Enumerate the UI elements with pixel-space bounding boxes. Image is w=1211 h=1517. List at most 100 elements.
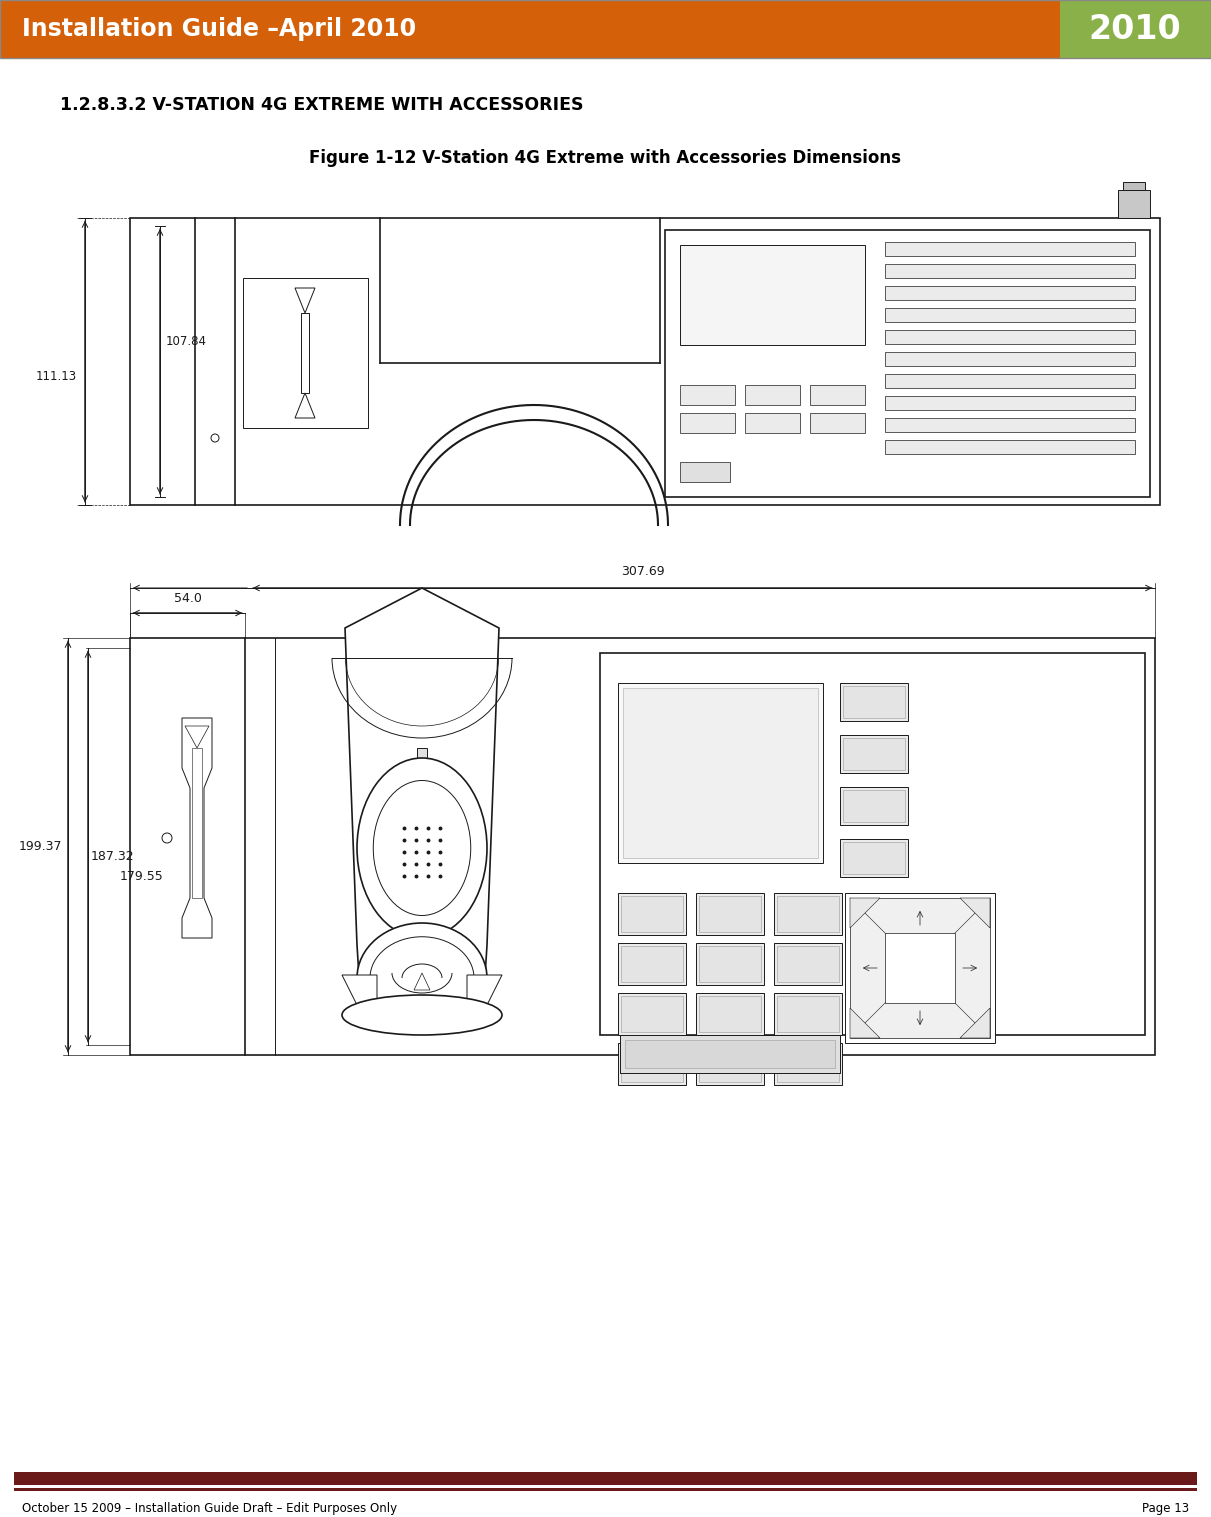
Bar — [621, 897, 683, 931]
Bar — [1123, 182, 1144, 190]
Bar — [621, 947, 683, 981]
Bar — [302, 313, 309, 393]
Text: Installation Guide –April 2010: Installation Guide –April 2010 — [22, 17, 417, 41]
Bar — [699, 997, 761, 1032]
Bar — [745, 385, 800, 405]
Bar — [850, 898, 991, 1038]
Bar — [681, 413, 735, 432]
Bar — [885, 375, 1135, 388]
Bar — [618, 894, 685, 934]
Bar — [193, 748, 202, 898]
Bar — [699, 1047, 761, 1082]
Polygon shape — [345, 589, 499, 1025]
Bar — [774, 894, 842, 934]
Bar — [0, 0, 1211, 58]
Polygon shape — [414, 972, 430, 991]
Bar — [618, 1044, 685, 1085]
Bar — [840, 787, 908, 825]
Bar — [885, 264, 1135, 278]
Text: 2010: 2010 — [1089, 12, 1182, 46]
Bar — [15, 1471, 1196, 1485]
Bar — [599, 652, 1144, 1035]
Bar — [843, 737, 905, 771]
Bar — [620, 1035, 840, 1073]
Bar — [745, 413, 800, 432]
Ellipse shape — [373, 781, 471, 915]
Bar — [625, 1041, 836, 1068]
Bar — [1118, 190, 1150, 218]
Bar — [618, 994, 685, 1035]
Polygon shape — [960, 898, 991, 928]
Bar — [774, 944, 842, 985]
Bar — [681, 385, 735, 405]
Ellipse shape — [342, 995, 503, 1035]
Bar — [845, 894, 995, 1044]
Text: 111.13: 111.13 — [36, 370, 78, 382]
Bar — [699, 897, 761, 931]
Bar — [618, 944, 685, 985]
Bar — [885, 331, 1135, 344]
Polygon shape — [467, 975, 503, 1025]
Bar — [885, 308, 1135, 322]
Bar — [696, 894, 764, 934]
Text: 179.55: 179.55 — [120, 871, 163, 883]
Bar — [696, 1044, 764, 1085]
Polygon shape — [182, 718, 212, 938]
Bar — [777, 1047, 839, 1082]
Text: 1.2.8.3.2 V-STATION 4G EXTREME WITH ACCESSORIES: 1.2.8.3.2 V-STATION 4G EXTREME WITH ACCE… — [61, 96, 584, 114]
Bar — [665, 231, 1150, 498]
Bar — [243, 278, 368, 428]
Bar — [885, 419, 1135, 432]
Polygon shape — [850, 898, 880, 928]
Bar — [885, 933, 955, 1003]
Text: 187.32: 187.32 — [91, 850, 134, 863]
Bar — [15, 1488, 1196, 1491]
Polygon shape — [342, 975, 377, 1025]
Bar — [130, 218, 1160, 505]
Bar — [885, 287, 1135, 300]
Bar — [777, 997, 839, 1032]
Bar — [696, 944, 764, 985]
Bar — [810, 385, 865, 405]
Bar — [885, 352, 1135, 366]
Bar — [1060, 0, 1211, 58]
Bar — [681, 463, 730, 482]
Bar — [774, 1044, 842, 1085]
Ellipse shape — [211, 434, 219, 441]
Bar — [392, 1004, 452, 1007]
Ellipse shape — [357, 758, 487, 938]
Bar — [885, 243, 1135, 256]
Bar — [843, 790, 905, 822]
Bar — [699, 947, 761, 981]
Bar — [885, 396, 1135, 410]
Bar — [618, 683, 823, 863]
Bar — [417, 748, 427, 771]
Polygon shape — [295, 393, 315, 419]
Bar — [843, 842, 905, 874]
Ellipse shape — [371, 938, 474, 1019]
Text: Figure 1-12 V-Station 4G Extreme with Accessories Dimensions: Figure 1-12 V-Station 4G Extreme with Ac… — [309, 149, 901, 167]
Ellipse shape — [357, 922, 487, 1033]
Polygon shape — [185, 727, 210, 748]
Bar — [840, 839, 908, 877]
Bar — [840, 683, 908, 721]
Bar — [681, 246, 865, 344]
Bar — [621, 1047, 683, 1082]
Bar — [696, 994, 764, 1035]
Bar — [130, 639, 1155, 1054]
Bar — [774, 994, 842, 1035]
Bar — [777, 947, 839, 981]
Bar — [777, 897, 839, 931]
Bar — [843, 686, 905, 718]
Text: 107.84: 107.84 — [166, 335, 207, 347]
Bar — [621, 997, 683, 1032]
Polygon shape — [960, 1007, 991, 1038]
Bar — [840, 736, 908, 774]
Bar — [0, 0, 1060, 58]
Text: 307.69: 307.69 — [621, 564, 665, 578]
Text: Page 13: Page 13 — [1142, 1502, 1189, 1515]
Text: October 15 2009 – Installation Guide Draft – Edit Purposes Only: October 15 2009 – Installation Guide Dra… — [22, 1502, 397, 1515]
Ellipse shape — [162, 833, 172, 843]
Polygon shape — [850, 1007, 880, 1038]
Polygon shape — [295, 288, 315, 313]
